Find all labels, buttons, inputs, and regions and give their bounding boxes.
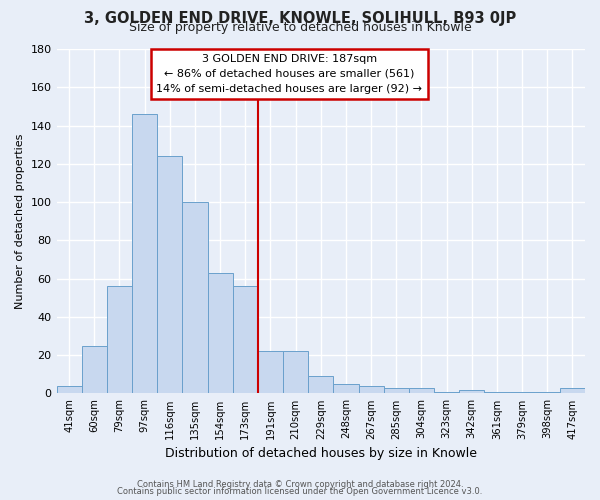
Bar [484, 392, 509, 394]
Bar [107, 286, 132, 394]
Bar [182, 202, 208, 394]
Bar [459, 390, 484, 394]
Text: Contains HM Land Registry data © Crown copyright and database right 2024.: Contains HM Land Registry data © Crown c… [137, 480, 463, 489]
Bar [383, 388, 409, 394]
Y-axis label: Number of detached properties: Number of detached properties [15, 134, 25, 309]
Bar [334, 384, 359, 394]
Bar [434, 392, 459, 394]
Text: Size of property relative to detached houses in Knowle: Size of property relative to detached ho… [128, 21, 472, 34]
Bar [208, 273, 233, 394]
Text: 3, GOLDEN END DRIVE, KNOWLE, SOLIHULL, B93 0JP: 3, GOLDEN END DRIVE, KNOWLE, SOLIHULL, B… [84, 11, 516, 26]
Bar [535, 392, 560, 394]
Bar [308, 376, 334, 394]
Bar [132, 114, 157, 394]
Bar [56, 386, 82, 394]
Bar [560, 388, 585, 394]
Bar [409, 388, 434, 394]
Bar [283, 352, 308, 394]
Bar [157, 156, 182, 394]
Text: Contains public sector information licensed under the Open Government Licence v3: Contains public sector information licen… [118, 488, 482, 496]
Bar [359, 386, 383, 394]
Bar [82, 346, 107, 394]
Text: 3 GOLDEN END DRIVE: 187sqm
← 86% of detached houses are smaller (561)
14% of sem: 3 GOLDEN END DRIVE: 187sqm ← 86% of deta… [156, 54, 422, 94]
X-axis label: Distribution of detached houses by size in Knowle: Distribution of detached houses by size … [165, 447, 477, 460]
Bar [258, 352, 283, 394]
Bar [233, 286, 258, 394]
Bar [509, 392, 535, 394]
